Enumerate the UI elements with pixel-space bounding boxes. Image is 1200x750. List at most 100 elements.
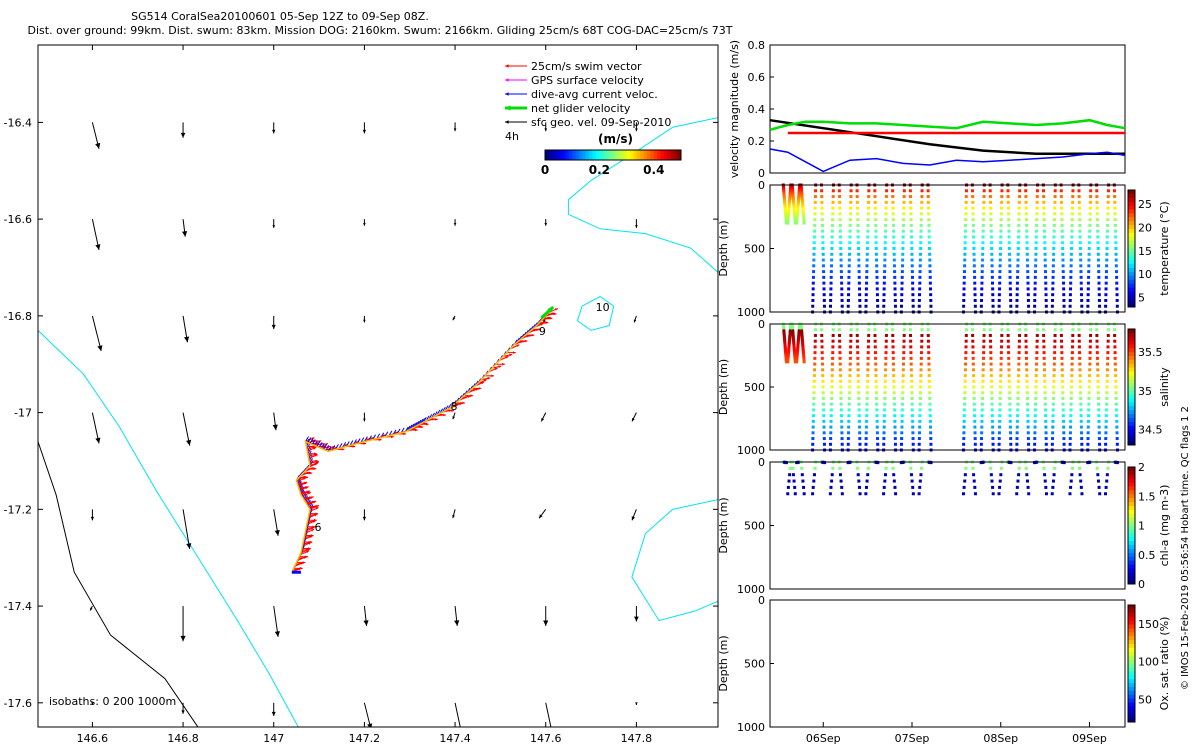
salinity-profile-point: [875, 425, 879, 429]
chl-a-profile-point: [811, 485, 815, 489]
salinity-profile-point: [908, 328, 912, 332]
temperature-profile-point: [1007, 229, 1011, 233]
chl-a-colorbar-segment: [1128, 533, 1135, 538]
temperature-profile-point: [1088, 235, 1092, 239]
colorbar-segment: [582, 150, 587, 160]
temperature-profile-point: [1070, 223, 1074, 227]
date-x-tick-label: 07Sep: [895, 732, 930, 745]
temperature-profile-point: [1070, 218, 1074, 222]
salinity-profile-point: [830, 391, 834, 395]
salinity-profile-point: [981, 379, 985, 383]
chl-a-profile-point: [971, 466, 975, 470]
temperature-profile-point: [847, 264, 851, 268]
salinity-profile-point: [1017, 345, 1021, 349]
temperature-profile-point: [991, 293, 995, 297]
temperature-profile-point: [876, 298, 880, 302]
salinity-profile-point: [1106, 345, 1110, 349]
glider-track: [291, 310, 551, 573]
salinity-profile-point: [1043, 408, 1047, 412]
salinity-profile-point: [788, 334, 792, 338]
temperature-profile-point: [1024, 189, 1028, 193]
temperature-profile-point: [820, 212, 824, 216]
salinity-profile-point: [857, 419, 861, 423]
temperature-profile-point: [971, 200, 975, 204]
geo-velocity-arrow: [182, 412, 192, 446]
temperature-profile-point: [1079, 270, 1083, 274]
salinity-profile-point: [800, 329, 804, 333]
temperature-profile-point: [999, 218, 1003, 222]
temperature-profile-point: [875, 264, 879, 268]
coastline-west: [38, 330, 299, 727]
temperature-profile-point: [997, 293, 1001, 297]
chl-a-colorbar-segment: [1128, 467, 1135, 472]
temperature-profile-point: [847, 281, 851, 285]
map-y-tick-label: -17.6: [4, 697, 32, 710]
temperature-profile-point: [786, 216, 790, 220]
temperature-profile-point: [1053, 189, 1057, 193]
temperature-profile-point: [1034, 235, 1038, 239]
temperature-profile-point: [831, 189, 835, 193]
temperature-profile-point: [856, 229, 860, 233]
swim-vector-arrow-head: [491, 374, 494, 378]
temperature-profile-point: [900, 270, 904, 274]
temperature-profile-point: [1105, 235, 1109, 239]
temperature-profile-point: [846, 304, 850, 308]
salinity-profile-point: [1095, 333, 1099, 337]
temperature-profile-point: [788, 192, 792, 196]
dac-vector: [320, 443, 325, 449]
chl-a-profile-point: [891, 466, 895, 470]
temperature-profile-point: [1113, 195, 1117, 199]
salinity-profile-point: [858, 437, 862, 441]
oxygen-background: [770, 600, 1125, 727]
net-velocity-arrow-head: [547, 307, 554, 313]
chl-a-profile-point: [979, 461, 983, 465]
swim-vector-arrow-head: [470, 394, 474, 397]
salinity-profile-point: [1051, 396, 1055, 400]
temperature-profile-point: [971, 229, 975, 233]
temperature-profile-point: [830, 252, 834, 256]
salinity-profile-point: [847, 419, 851, 423]
salinity-profile-point: [884, 345, 888, 349]
temperature-profile-point: [893, 287, 897, 291]
salinity-profile-point: [963, 385, 967, 389]
colorbar-title: (m/s): [598, 132, 633, 146]
salinity-profile-point: [781, 324, 785, 328]
geo-velocity-arrow: [633, 315, 637, 323]
geo-velocity-arrow: [362, 122, 367, 134]
salinity-profile-point: [847, 408, 851, 412]
temperature-profile-point: [821, 235, 825, 239]
salinity-profile-point: [1024, 333, 1028, 337]
colorbar-tick-label: 0.2: [589, 163, 610, 177]
salinity-profile-point: [830, 368, 834, 372]
salinity-profile-point: [849, 351, 853, 355]
salinity-profile-point: [892, 396, 896, 400]
temperature-profile-point: [811, 293, 815, 297]
temperature-profile-point: [840, 298, 844, 302]
temperature-profile-point: [857, 275, 861, 279]
temperature-profile-point: [1070, 229, 1074, 233]
temperature-profile-point: [1025, 223, 1029, 227]
chl-a-profile-point: [1097, 485, 1101, 489]
chl-a-profile-point: [962, 485, 966, 489]
temperature-profile-point: [848, 247, 852, 250]
temperature-colorbar-segment: [1128, 205, 1135, 210]
chl-a-profile-point: [1027, 492, 1031, 496]
swim-vector-arrow-head: [498, 365, 502, 368]
temperature-profile-point: [1009, 304, 1013, 308]
temperature-profile-point: [1035, 200, 1039, 204]
salinity-profile-point: [1087, 379, 1091, 383]
swim-vector-arrow: [539, 321, 549, 324]
temperature-profile-point: [1053, 206, 1057, 210]
salinity-profile-point: [1114, 385, 1118, 389]
salinity-profile-point: [831, 339, 835, 343]
map-frame: [37, 44, 719, 728]
salinity-profile-point: [1105, 396, 1109, 400]
salinity-profile-point: [796, 344, 800, 348]
salinity-profile-point: [874, 368, 878, 372]
temperature-profile-point: [899, 304, 903, 308]
temperature-profile-point: [1061, 252, 1065, 256]
temperature-profile-point: [829, 270, 833, 274]
swim-vector-arrow-head: [538, 328, 542, 331]
colorbar-segment: [626, 150, 631, 160]
temperature-profile-point: [999, 229, 1003, 233]
